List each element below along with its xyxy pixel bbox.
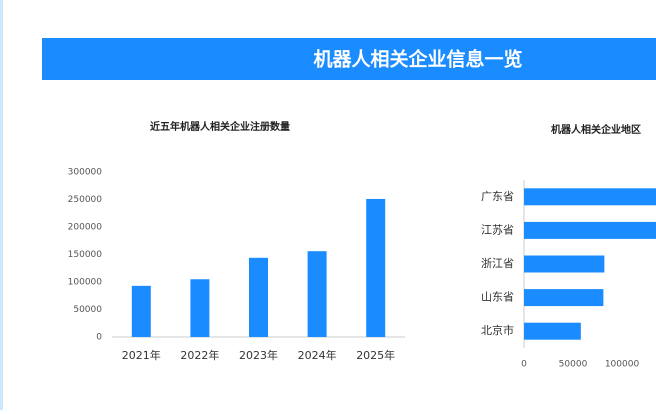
x-tick-label: 2023年	[239, 348, 278, 362]
x-tick-label: 2022年	[180, 348, 219, 362]
bar	[524, 221, 656, 239]
header-title: 机器人相关企业信息一览	[313, 48, 522, 71]
chart-title: 机器人相关企业地区	[551, 123, 641, 136]
y-tick-label: 广东省	[481, 190, 514, 203]
x-tick-label: 50000	[559, 360, 588, 370]
x-tick-label: 2024年	[298, 348, 337, 362]
chart-title: 近五年机器人相关企业注册数量	[150, 120, 290, 133]
left-edge	[0, 0, 3, 410]
y-tick-label: 山东省	[481, 291, 514, 304]
bar	[249, 257, 268, 337]
bar	[307, 251, 327, 337]
y-tick-label: 浙江省	[481, 257, 514, 270]
y-tick-label: 北京市	[481, 323, 514, 337]
x-tick-label: 2025年	[356, 348, 395, 362]
y-tick-label: 250000	[68, 195, 103, 205]
x-tick-label: 0	[521, 360, 527, 370]
y-tick-label: 江苏省	[481, 223, 514, 236]
y-tick-label: 200000	[68, 223, 103, 233]
x-tick-label: 100000	[605, 360, 640, 370]
y-tick-label: 0	[96, 333, 102, 343]
y-tick-label: 300000	[68, 168, 103, 178]
y-tick-label: 50000	[73, 305, 102, 315]
header-bar	[42, 38, 656, 80]
y-tick-label: 100000	[68, 278, 103, 288]
bar	[366, 198, 386, 337]
bar	[131, 285, 151, 337]
y-tick-label: 150000	[68, 250, 103, 260]
bar	[524, 188, 656, 206]
bar	[524, 289, 604, 307]
bar	[190, 279, 210, 337]
bar	[524, 322, 581, 340]
x-tick-label: 2021年	[122, 348, 161, 362]
bar	[524, 255, 605, 273]
